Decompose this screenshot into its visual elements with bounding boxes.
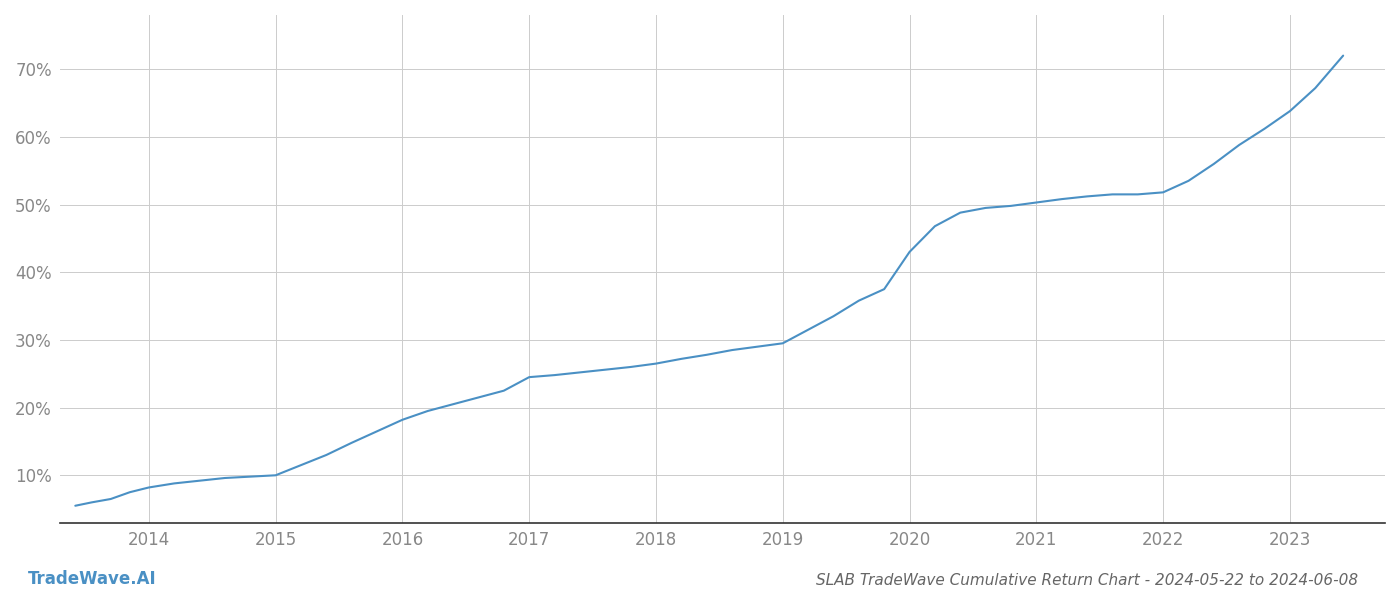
Text: TradeWave.AI: TradeWave.AI xyxy=(28,570,157,588)
Text: SLAB TradeWave Cumulative Return Chart - 2024-05-22 to 2024-06-08: SLAB TradeWave Cumulative Return Chart -… xyxy=(816,573,1358,588)
